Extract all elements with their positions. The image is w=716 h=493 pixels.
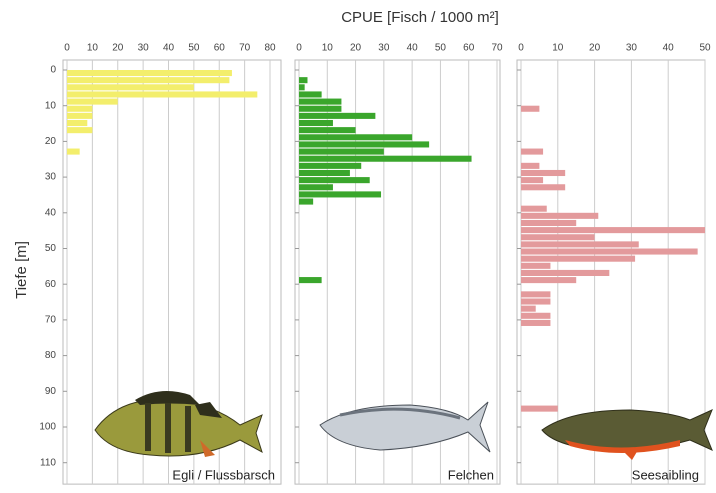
y-tick-label: 40 — [45, 207, 57, 218]
bar — [521, 313, 550, 319]
bar — [521, 241, 639, 247]
bar — [299, 134, 412, 140]
bar — [521, 256, 635, 262]
x-tick-label: 50 — [188, 43, 200, 54]
bar — [521, 291, 550, 297]
x-tick-label: 60 — [463, 43, 475, 54]
bar — [299, 91, 322, 97]
y-tick-label: 10 — [45, 100, 57, 111]
x-tick-label: 30 — [626, 43, 638, 54]
bar — [521, 177, 543, 183]
bar — [67, 149, 80, 155]
x-tick-label: 30 — [138, 43, 150, 54]
bar — [521, 163, 539, 169]
bar — [521, 406, 558, 412]
bar — [299, 120, 333, 126]
bar — [299, 113, 375, 119]
bar — [521, 263, 550, 269]
bar — [299, 84, 305, 90]
x-tick-label: 80 — [264, 43, 276, 54]
bar — [299, 141, 429, 147]
x-tick-label: 70 — [239, 43, 251, 54]
bar — [299, 156, 472, 162]
x-tick-label: 30 — [378, 43, 390, 54]
bar — [299, 99, 341, 105]
bar — [299, 106, 341, 112]
bar — [521, 320, 550, 326]
perch-image — [95, 391, 262, 457]
bar — [67, 99, 118, 105]
bar — [299, 170, 350, 176]
y-axis-label: Tiefe [m] — [13, 241, 30, 299]
bar — [521, 184, 565, 190]
bar — [521, 234, 595, 240]
y-tick-label: 90 — [45, 386, 57, 397]
bar — [299, 199, 313, 205]
y-tick-label: 20 — [45, 136, 57, 147]
bar — [299, 163, 361, 169]
bar — [521, 298, 550, 304]
bar — [521, 306, 536, 312]
bar — [299, 149, 384, 155]
x-tick-label: 40 — [407, 43, 419, 54]
y-tick-label: 70 — [45, 315, 57, 326]
char-image — [542, 410, 712, 460]
bar — [521, 270, 609, 276]
bar — [299, 77, 307, 83]
y-tick-label: 50 — [45, 243, 57, 254]
x-tick-label: 60 — [214, 43, 226, 54]
bar — [67, 77, 229, 83]
y-tick-label: 30 — [45, 172, 57, 183]
bar — [521, 249, 698, 255]
bar — [67, 91, 257, 97]
whitefish-image — [320, 402, 490, 452]
fish-images — [95, 391, 712, 460]
x-tick-label: 0 — [296, 43, 302, 54]
panel-label: Egli / Flussbarsch — [172, 467, 275, 482]
bar — [299, 191, 381, 197]
y-tick-label: 0 — [50, 65, 56, 76]
x-tick-label: 40 — [663, 43, 675, 54]
panel-label: Felchen — [448, 467, 494, 482]
bar — [67, 120, 87, 126]
x-tick-label: 70 — [491, 43, 503, 54]
x-tick-label: 20 — [350, 43, 362, 54]
x-tick-label: 0 — [518, 43, 524, 54]
bar — [67, 70, 232, 76]
bar — [521, 149, 543, 155]
bar — [299, 184, 333, 190]
x-tick-label: 50 — [435, 43, 447, 54]
bar — [521, 220, 576, 226]
x-tick-label: 40 — [163, 43, 175, 54]
bar — [67, 106, 92, 112]
bar — [521, 277, 576, 283]
bar — [521, 206, 547, 212]
chart: CPUE [Fisch / 1000 m²] Tiefe [m] 0 10 20 30… — [0, 0, 716, 493]
chart-title: CPUE [Fisch / 1000 m²] — [341, 9, 499, 26]
x-tick-label: 50 — [699, 43, 711, 54]
y-tick-label: 80 — [45, 350, 57, 361]
bar — [521, 106, 539, 112]
x-tick-label: 10 — [322, 43, 334, 54]
y-tick-label: 100 — [39, 422, 56, 433]
x-tick-label: 10 — [87, 43, 99, 54]
x-tick-label: 20 — [112, 43, 124, 54]
y-tick-label: 110 — [40, 457, 56, 468]
bar — [67, 127, 92, 133]
bar — [299, 177, 370, 183]
bar — [521, 213, 598, 219]
bar — [67, 113, 92, 119]
bar — [67, 84, 194, 90]
bar — [299, 127, 356, 133]
y-tick-label: 60 — [45, 279, 57, 290]
x-tick-label: 0 — [64, 43, 70, 54]
bar — [521, 170, 565, 176]
x-tick-label: 20 — [589, 43, 601, 54]
panel-label: Seesaibling — [632, 467, 699, 482]
x-tick-label: 10 — [552, 43, 564, 54]
bar — [299, 277, 322, 283]
bar — [521, 227, 705, 233]
